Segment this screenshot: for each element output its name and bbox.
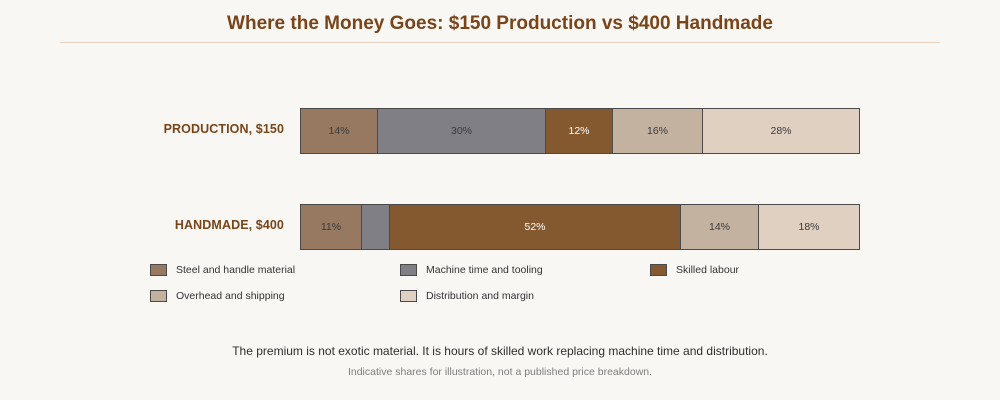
row-label-handmade: HANDMADE, $400 — [174, 218, 284, 232]
legend-swatch — [650, 264, 667, 276]
bar-segment-0-1: 30% — [377, 108, 546, 154]
legend-item: Steel and handle material — [150, 264, 295, 276]
bar-segment-1-3: 14% — [680, 204, 759, 250]
segment-value-label: 12% — [568, 125, 590, 137]
chart-note: Indicative shares for illustration, not … — [347, 366, 653, 378]
bar-segment-0-0: 14% — [300, 108, 378, 154]
bar-segment-0-2: 12% — [545, 108, 613, 154]
legend-swatch — [150, 290, 167, 302]
legend-item: Overhead and shipping — [150, 290, 285, 302]
segment-value-label: 18% — [798, 221, 820, 233]
legend-swatch — [150, 264, 167, 276]
segment-value-label: 14% — [328, 125, 350, 137]
legend-item: Distribution and margin — [400, 290, 534, 302]
segment-value-label: 30% — [450, 125, 472, 137]
bar-segment-1-4: 18% — [758, 204, 860, 250]
segment-value-label: 14% — [708, 221, 730, 233]
chart-caption: The premium is not exotic material. It i… — [232, 344, 768, 358]
legend-label: Overhead and shipping — [176, 290, 285, 302]
legend-label: Distribution and margin — [426, 290, 534, 302]
legend-label: Steel and handle material — [176, 264, 296, 276]
bar-segment-1-1 — [361, 204, 390, 250]
bar-segment-1-2: 52% — [389, 204, 681, 250]
title-divider — [60, 42, 940, 43]
bar-segment-0-3: 16% — [612, 108, 703, 154]
legend-swatch — [400, 264, 417, 276]
segment-value-label: 11% — [320, 221, 342, 233]
legend-label: Machine time and tooling — [426, 264, 543, 276]
bar-segment-0-4: 28% — [702, 108, 860, 154]
segment-value-label: 52% — [524, 221, 546, 233]
legend-swatch — [400, 290, 417, 302]
row-label-production: PRODUCTION, $150 — [163, 122, 284, 136]
segment-value-label: 16% — [646, 125, 668, 137]
stacked-bar-production: 14% 30% 12% 16% 28% — [300, 108, 860, 154]
segment-value-label: 28% — [770, 125, 792, 137]
chart-title: Where the Money Goes: $150 Production vs… — [227, 13, 773, 34]
legend-item: Skilled labour — [650, 264, 739, 276]
bar-segment-1-0: 11% — [300, 204, 362, 250]
legend-item: Machine time and tooling — [400, 264, 543, 276]
stacked-bar-handmade: 11% 52% 14% 18% — [300, 204, 860, 250]
legend-label: Skilled labour — [676, 264, 740, 276]
